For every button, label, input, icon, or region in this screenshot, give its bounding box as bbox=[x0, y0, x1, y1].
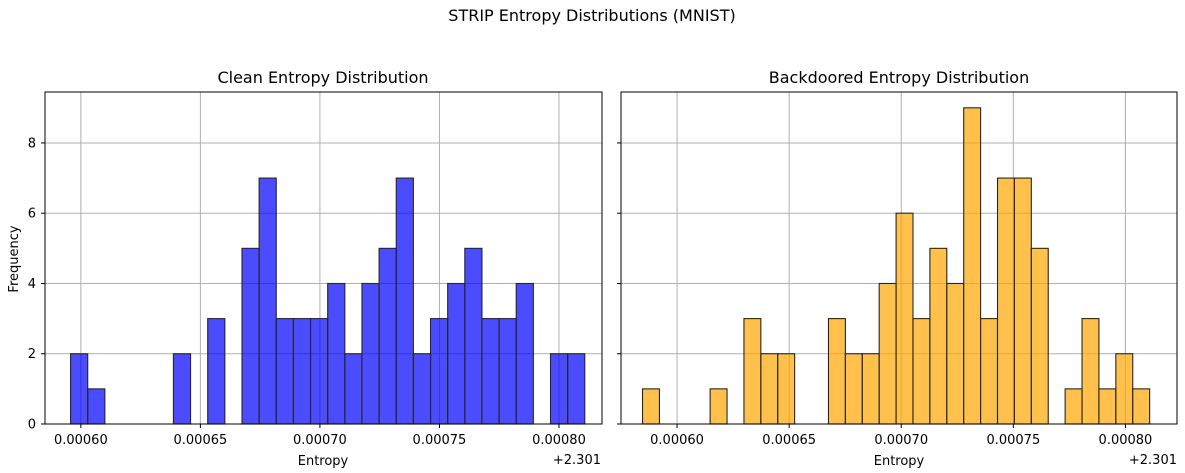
clean-histogram-bar bbox=[395, 177, 414, 425]
backdoored-histogram-bar bbox=[1030, 247, 1049, 425]
backdoored-histogram-bar bbox=[1115, 353, 1134, 425]
clean-chart-title: Clean Entropy Distribution bbox=[217, 68, 428, 87]
clean-histogram-bar bbox=[515, 282, 534, 425]
backdoored-x-tick-label: 0.00070 bbox=[874, 433, 928, 448]
clean-histogram-bar bbox=[258, 177, 277, 425]
clean-histogram-bar bbox=[498, 318, 517, 425]
backdoored-x-tick-label: 0.00065 bbox=[762, 433, 816, 448]
backdoored-x-offset-label: +2.301 bbox=[1129, 453, 1177, 468]
backdoored-histogram-bar bbox=[912, 318, 931, 425]
clean-histogram-bar bbox=[344, 353, 363, 425]
clean-histogram-bar bbox=[412, 353, 432, 425]
clean-histogram-bar bbox=[378, 247, 397, 425]
backdoored-histogram-bar bbox=[878, 282, 897, 425]
backdoored-histogram-bar bbox=[895, 212, 914, 425]
clean-chart-panel: Clean Entropy Distribution Entropy Frequ… bbox=[7, 68, 603, 469]
backdoored-histogram-bar bbox=[844, 353, 863, 425]
clean-histogram-bar bbox=[327, 282, 346, 425]
backdoored-histogram-bar bbox=[777, 353, 796, 425]
backdoored-histogram-bar bbox=[827, 318, 846, 425]
clean-x-tick-label: 0.00065 bbox=[174, 433, 228, 448]
clean-x-tick-label: 0.00075 bbox=[413, 433, 467, 448]
clean-histogram-bar bbox=[70, 353, 89, 425]
backdoored-histogram-bar bbox=[980, 318, 999, 425]
clean-y-tick-label: 2 bbox=[28, 347, 36, 362]
backdoored-histogram-bar bbox=[946, 282, 965, 425]
backdoored-histogram-bar bbox=[861, 353, 880, 425]
backdoored-histogram-bar bbox=[743, 318, 762, 425]
backdoored-histogram-bar bbox=[1132, 388, 1151, 425]
backdoored-histogram-bar bbox=[929, 247, 948, 425]
backdoored-histogram-bar bbox=[1098, 388, 1117, 425]
clean-x-tick-label: 0.00060 bbox=[54, 433, 108, 448]
backdoored-histogram-bar bbox=[1013, 177, 1032, 425]
clean-histogram-bar bbox=[172, 353, 192, 425]
clean-x-tick-label: 0.00070 bbox=[293, 433, 347, 448]
clean-y-tick-label: 4 bbox=[28, 277, 36, 292]
backdoored-histogram-bar bbox=[641, 388, 660, 425]
clean-histogram-bar bbox=[292, 318, 312, 425]
clean-y-axis-label: Frequency bbox=[7, 225, 22, 292]
clean-histogram-bar bbox=[429, 318, 449, 425]
clean-histogram-bar bbox=[207, 318, 226, 425]
clean-x-axis-label: Entropy bbox=[298, 454, 349, 469]
backdoored-histogram-bar bbox=[996, 177, 1015, 425]
backdoored-chart-panel: Backdoored Entropy Distribution Entropy … bbox=[617, 68, 1178, 469]
clean-histogram-bar bbox=[447, 282, 466, 425]
backdoored-histogram-bar bbox=[963, 107, 982, 425]
clean-histogram-bar bbox=[481, 318, 500, 425]
clean-x-tick-label: 0.00080 bbox=[532, 433, 586, 448]
clean-x-offset-label: +2.301 bbox=[553, 453, 601, 468]
clean-histogram-bar bbox=[361, 282, 380, 425]
clean-y-tick-label: 8 bbox=[28, 136, 36, 151]
backdoored-histogram-bar bbox=[709, 388, 728, 425]
backdoored-plot-frame bbox=[620, 91, 1178, 425]
clean-plot-frame bbox=[44, 91, 603, 425]
clean-ticks: 0.00060 0.00065 0.00070 0.00075 0.00080 0 2 4 6 8 bbox=[28, 136, 586, 448]
backdoored-x-axis-label: Entropy bbox=[874, 454, 925, 469]
figure-title: STRIP Entropy Distributions (MNIST) bbox=[448, 6, 735, 25]
backdoored-chart-title: Backdoored Entropy Distribution bbox=[769, 68, 1029, 87]
backdoored-ticks: 0.00060 0.00065 0.00070 0.00075 0.00080 bbox=[617, 142, 1153, 448]
clean-y-tick-label: 6 bbox=[28, 207, 36, 222]
clean-histogram-bar bbox=[567, 353, 586, 425]
clean-histogram-bar bbox=[241, 247, 260, 425]
clean-histogram-bar bbox=[309, 318, 329, 425]
backdoored-x-tick-label: 0.00080 bbox=[1099, 433, 1153, 448]
backdoored-histogram-bar bbox=[1081, 318, 1100, 425]
clean-histogram-bar bbox=[464, 247, 483, 425]
clean-histogram-bar bbox=[275, 318, 294, 425]
backdoored-x-tick-label: 0.00060 bbox=[650, 433, 704, 448]
clean-histogram-bar bbox=[87, 388, 106, 425]
clean-bars bbox=[70, 177, 586, 425]
backdoored-x-tick-label: 0.00075 bbox=[986, 433, 1040, 448]
clean-histogram-bar bbox=[549, 353, 569, 425]
backdoored-bars bbox=[641, 107, 1151, 425]
backdoored-histogram-bar bbox=[760, 353, 779, 425]
clean-y-tick-label: 0 bbox=[28, 418, 36, 433]
backdoored-histogram-bar bbox=[1064, 388, 1083, 425]
